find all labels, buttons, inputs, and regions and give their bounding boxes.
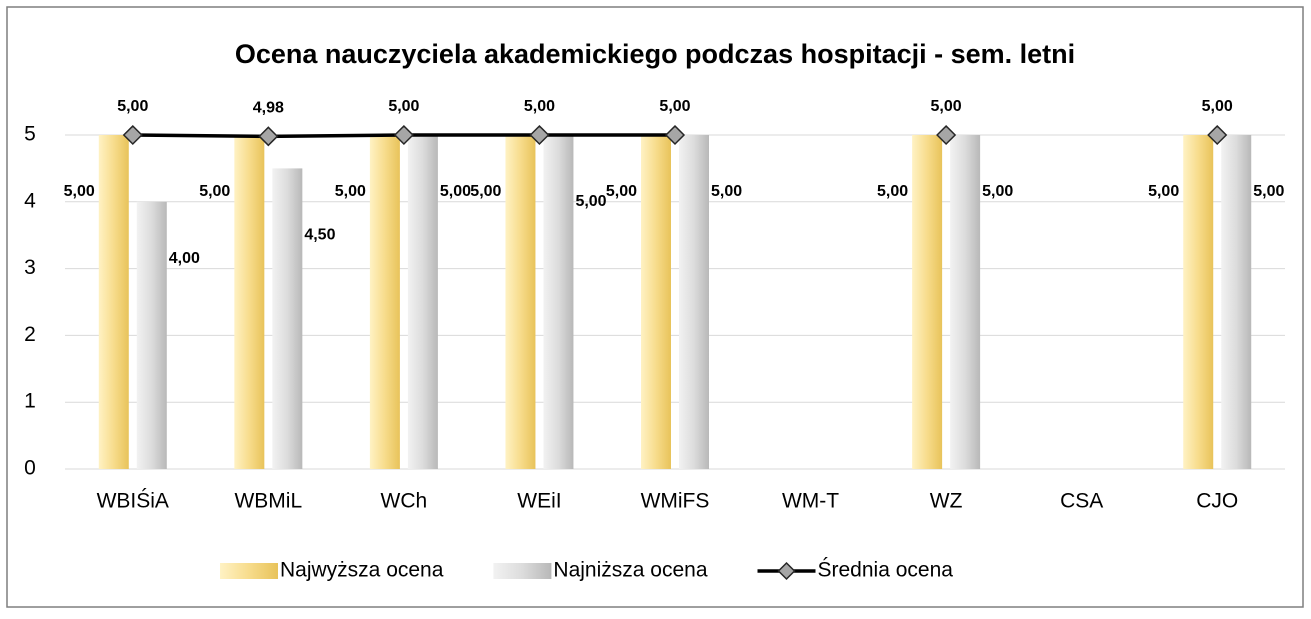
data-label: 5,00 <box>117 98 148 115</box>
marker <box>936 124 957 146</box>
data-label: 5,00 <box>931 98 962 115</box>
data-label: 5,00 <box>64 183 95 200</box>
data-label: 5,00 <box>335 183 366 200</box>
bar <box>407 135 438 469</box>
y-tick-label: 0 <box>24 457 36 480</box>
data-label: 4,00 <box>169 250 200 267</box>
bar <box>1221 135 1252 469</box>
data-label: 5,00 <box>1253 183 1284 200</box>
x-tick-label: WCh <box>381 490 428 513</box>
bar <box>641 135 671 469</box>
legend-label: Średnia ocena <box>818 558 954 582</box>
y-tick-label: 5 <box>24 123 36 146</box>
bar <box>234 135 265 469</box>
bar <box>950 135 981 469</box>
x-tick-label: CJO <box>1196 490 1238 513</box>
data-label: 5,00 <box>388 98 419 115</box>
data-label: 5,00 <box>982 183 1013 200</box>
data-label: 5,00 <box>877 183 908 200</box>
legend-swatch <box>493 563 552 579</box>
x-tick-label: WMiFS <box>641 490 710 513</box>
bar <box>1183 135 1214 469</box>
y-tick-label: 4 <box>24 189 36 212</box>
x-tick-label: WZ <box>930 490 963 513</box>
data-label: 4,98 <box>253 100 284 117</box>
marker <box>664 124 686 146</box>
x-tick-label: WBIŚiA <box>97 489 169 513</box>
legend-label: Najniższa ocena <box>553 559 707 582</box>
bar <box>505 135 536 469</box>
data-label: 4,50 <box>304 227 335 244</box>
data-label: 5,00 <box>606 183 637 200</box>
marker <box>1207 124 1228 146</box>
legend-swatch <box>220 563 278 579</box>
x-tick-label: CSA <box>1060 490 1103 513</box>
data-label: 5,00 <box>524 98 555 115</box>
bar <box>679 135 709 469</box>
bar <box>543 135 574 469</box>
y-tick-label: 1 <box>24 390 36 413</box>
y-tick-label: 2 <box>24 323 36 346</box>
x-tick-label: WBMiL <box>234 490 302 513</box>
data-label: 5,00 <box>659 98 690 115</box>
legend-swatch <box>777 561 796 581</box>
legend-label: Najwyższa ocena <box>280 559 444 582</box>
data-label: 5,00 <box>1202 98 1233 115</box>
marker <box>393 124 414 146</box>
bar <box>912 135 943 469</box>
chart-title: Ocena nauczyciela akademickiego podczas … <box>235 39 1075 69</box>
x-tick-label: WEiI <box>517 490 561 513</box>
data-label: 5,00 <box>440 183 471 200</box>
marker <box>122 124 143 146</box>
bar <box>272 168 303 469</box>
data-label: 5,00 <box>470 183 501 200</box>
bar <box>369 135 400 469</box>
data-label: 5,00 <box>575 193 606 210</box>
x-tick-label: WM-T <box>782 490 839 513</box>
bar <box>136 201 167 470</box>
bar <box>98 135 129 469</box>
data-label: 5,00 <box>1148 183 1179 200</box>
marker <box>258 126 279 147</box>
marker <box>529 124 550 146</box>
data-label: 5,00 <box>199 183 230 200</box>
y-tick-label: 3 <box>24 256 36 279</box>
data-label: 5,00 <box>711 183 742 200</box>
